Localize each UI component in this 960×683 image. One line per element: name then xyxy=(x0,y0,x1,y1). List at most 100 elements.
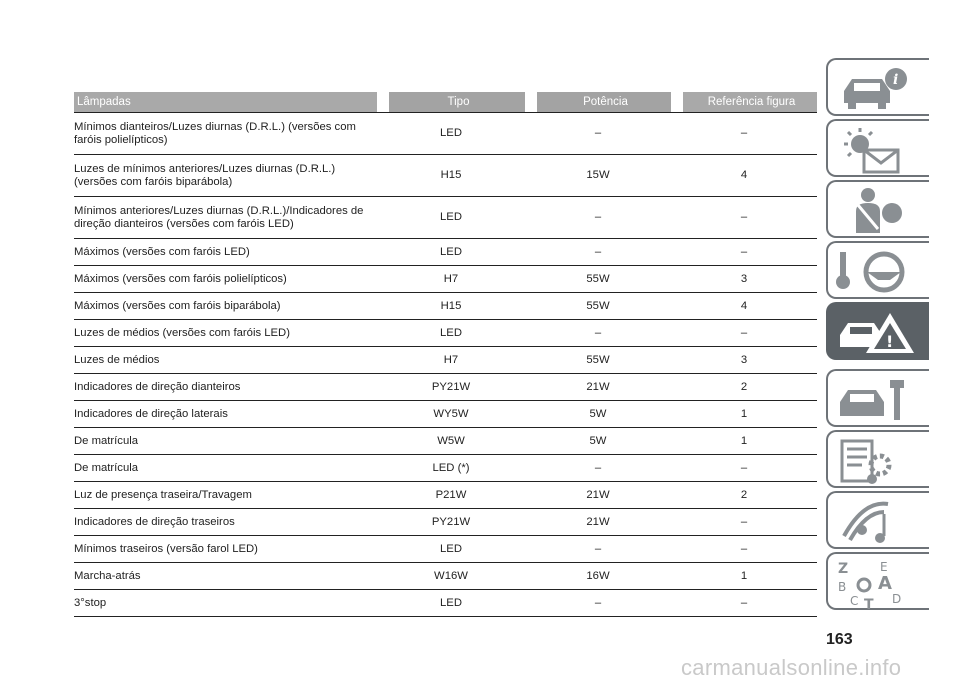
figure-ref-cell: 2 xyxy=(671,482,817,509)
lamp-name-cell: De matrícula xyxy=(74,428,377,455)
lamp-type-cell: H15 xyxy=(377,293,525,320)
tab-car-info[interactable]: i xyxy=(826,58,929,116)
figure-ref-cell: 3 xyxy=(671,347,817,374)
lamp-name-cell: 3°stop xyxy=(74,590,377,617)
tab-maintenance[interactable] xyxy=(826,369,929,427)
alphabetical-index-icon: Z E B A C T D xyxy=(838,560,901,609)
lamp-power-cell: – xyxy=(525,590,671,617)
lamp-power-cell: – xyxy=(525,197,671,239)
tab-warning-lights[interactable] xyxy=(826,119,929,177)
index-letter: B xyxy=(838,580,846,594)
lamp-name-cell: Indicadores de direção traseiros xyxy=(74,509,377,536)
figure-ref-cell: – xyxy=(671,455,817,482)
lamp-type-cell: LED xyxy=(377,536,525,563)
watermark: carmanualsonline.info xyxy=(681,655,902,680)
lamp-power-cell: 55W xyxy=(525,266,671,293)
tab-safety[interactable] xyxy=(826,180,929,238)
header-lampadas: Lâmpadas xyxy=(74,92,377,112)
figure-ref-cell: – xyxy=(671,590,817,617)
table-header-row: Lâmpadas Tipo Potência Referência figura xyxy=(74,92,817,112)
lamp-power-cell: 5W xyxy=(525,401,671,428)
lamp-power-cell: 55W xyxy=(525,293,671,320)
lamp-type-cell: LED xyxy=(377,197,525,239)
lamp-type-cell: W16W xyxy=(377,563,525,590)
figure-ref-cell: 2 xyxy=(671,374,817,401)
lamp-name-cell: Luzes de mínimos anteriores/Luzes diurna… xyxy=(74,155,377,197)
table-row: Mínimos anteriores/Luzes diurnas (D.R.L.… xyxy=(74,197,817,239)
tab-index[interactable]: Z E B A C T D xyxy=(826,552,929,610)
index-letter: A xyxy=(878,573,892,594)
lamp-type-cell: P21W xyxy=(377,482,525,509)
table-row: Máximos (versões com faróis LED) LED – – xyxy=(74,239,817,266)
figure-ref-cell: – xyxy=(671,509,817,536)
index-letter: D xyxy=(892,592,901,606)
table-row: Luzes de médios H7 55W 3 xyxy=(74,347,817,374)
lamp-name-cell: Indicadores de direção laterais xyxy=(74,401,377,428)
seatbelt-airbag-icon xyxy=(856,188,902,233)
lamp-name-cell: Máximos (versões com faróis biparábola) xyxy=(74,293,377,320)
car-info-icon: i xyxy=(844,68,907,109)
figure-ref-cell: 4 xyxy=(671,155,817,197)
lamp-power-cell: 5W xyxy=(525,428,671,455)
lamp-power-cell: 16W xyxy=(525,563,671,590)
table-row: De matrícula LED (*) – – xyxy=(74,455,817,482)
lamp-type-cell: LED xyxy=(377,239,525,266)
lamp-type-cell: LED (*) xyxy=(377,455,525,482)
table-row: 3°stop LED – – xyxy=(74,590,817,617)
table-row: Marcha-atrás W16W 16W 1 xyxy=(74,563,817,590)
lamp-name-cell: Luzes de médios xyxy=(74,347,377,374)
figure-ref-cell: 1 xyxy=(671,563,817,590)
lamp-type-cell: LED xyxy=(377,320,525,347)
table-row: Máximos (versões com faróis biparábola) H… xyxy=(74,293,817,320)
lamp-name-cell: Luz de presença traseira/Travagem xyxy=(74,482,377,509)
header-tipo: Tipo xyxy=(377,92,525,112)
table-row: De matrícula W5W 5W 1 xyxy=(74,428,817,455)
lamp-name-cell: Mínimos anteriores/Luzes diurnas (D.R.L.… xyxy=(74,197,377,239)
lamp-power-cell: 21W xyxy=(525,509,671,536)
lamp-type-cell: LED xyxy=(377,590,525,617)
lamp-name-cell: Indicadores de direção dianteiros xyxy=(74,374,377,401)
index-letter: E xyxy=(880,560,888,574)
lamp-power-cell: – xyxy=(525,320,671,347)
figure-ref-cell: – xyxy=(671,320,817,347)
table-row: Indicadores de direção traseiros PY21W 21W… xyxy=(74,509,817,536)
lamp-power-cell: 55W xyxy=(525,347,671,374)
header-potencia: Potência xyxy=(525,92,671,112)
page-number: 163 xyxy=(826,631,853,648)
lamp-name-cell: Máximos (versões com faróis polielíptico… xyxy=(74,266,377,293)
lamp-power-cell: 21W xyxy=(525,482,671,509)
table-row: Luzes de mínimos anteriores/Luzes diurna… xyxy=(74,155,817,197)
warning-lights-message-icon xyxy=(844,128,900,174)
bulb-table-container: Lâmpadas Tipo Potência Referência figura… xyxy=(74,92,817,617)
svg-text:!: ! xyxy=(886,332,893,351)
bulb-table: Lâmpadas Tipo Potência Referência figura… xyxy=(74,92,817,617)
technical-data-gears-icon xyxy=(840,439,892,484)
figure-ref-cell: – xyxy=(671,239,817,266)
lamp-type-cell: WY5W xyxy=(377,401,525,428)
lamp-power-cell: 21W xyxy=(525,374,671,401)
figure-ref-cell: 1 xyxy=(671,428,817,455)
index-letter: C xyxy=(850,594,858,608)
table-row: Luzes de médios (versões com faróis LED)… xyxy=(74,320,817,347)
figure-ref-cell: 3 xyxy=(671,266,817,293)
lamp-power-cell: – xyxy=(525,239,671,266)
tab-emergency[interactable]: ! xyxy=(826,302,929,360)
table-row: Máximos (versões com faróis polielíptico… xyxy=(74,266,817,293)
lamp-type-cell: W5W xyxy=(377,428,525,455)
tab-technical-data[interactable] xyxy=(826,430,929,488)
lamp-type-cell: PY21W xyxy=(377,509,525,536)
table-row: Mínimos traseiros (versão farol LED) LED –… xyxy=(74,536,817,563)
figure-ref-cell: – xyxy=(671,536,817,563)
lamp-type-cell: LED xyxy=(377,112,525,155)
lamp-power-cell: – xyxy=(525,536,671,563)
tab-starting-driving[interactable] xyxy=(826,241,929,299)
svg-text:i: i xyxy=(893,72,898,88)
lamp-power-cell: – xyxy=(525,455,671,482)
tab-multimedia[interactable] xyxy=(826,491,929,549)
lamp-name-cell: De matrícula xyxy=(74,455,377,482)
index-letter: Z xyxy=(838,561,848,577)
index-letter: T xyxy=(864,597,874,609)
figure-ref-cell: 4 xyxy=(671,293,817,320)
table-row: Mínimos dianteiros/Luzes diurnas (D.R.L.… xyxy=(74,112,817,155)
table-row: Indicadores de direção dianteiros PY21W 21… xyxy=(74,374,817,401)
